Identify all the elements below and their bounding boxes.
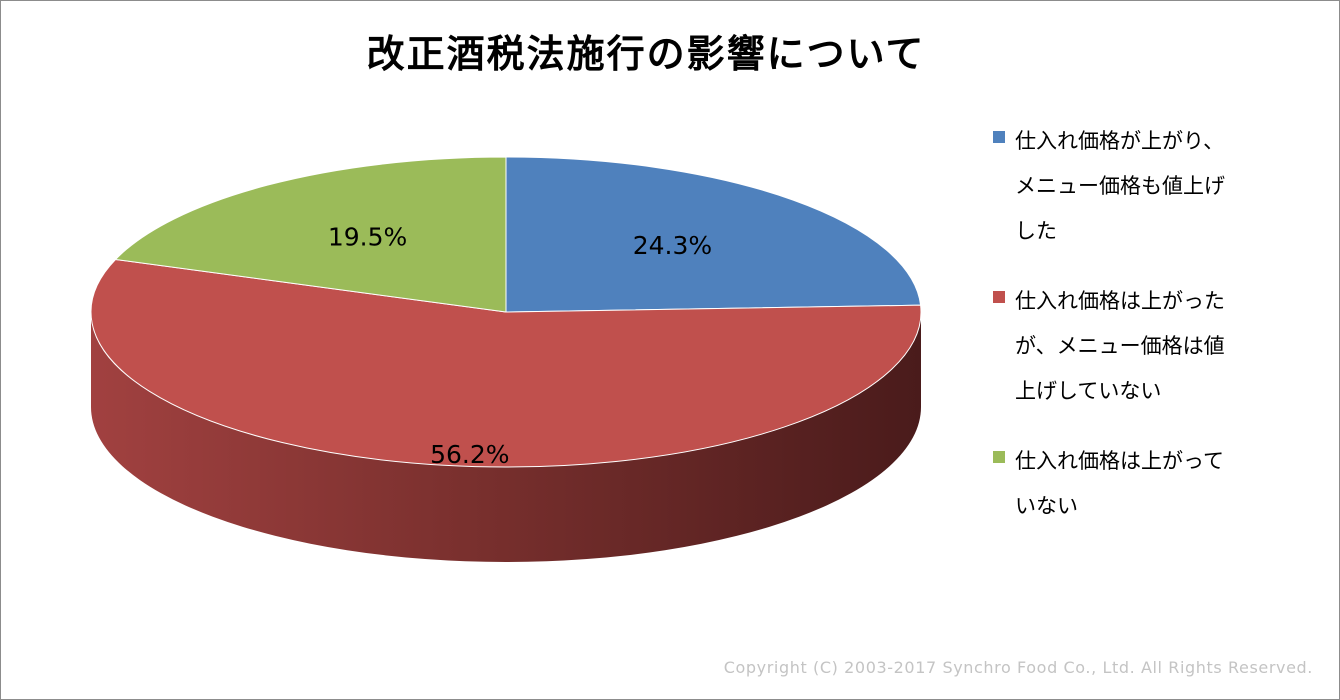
pie-slice <box>505 156 922 313</box>
pie-data-label: 19.5% <box>328 222 407 251</box>
legend-label: 仕入れ価格は上がって いない <box>1015 449 1224 518</box>
pie-side-layer <box>91 312 921 562</box>
pie-label-layer: 24.3% 56.2% 19.5% <box>328 222 712 468</box>
pie-top-layer <box>90 156 922 468</box>
legend: 仕入れ価格が上がり、 メニュー価格も値上げ した 仕入れ価格は上がった が、メニ… <box>993 119 1293 554</box>
legend-item: 仕入れ価格は上がって いない <box>993 439 1293 529</box>
legend-label: 仕入れ価格が上がり、 メニュー価格も値上げ した <box>1015 129 1225 243</box>
pie-slice <box>90 259 922 468</box>
pie-slice-side <box>91 312 921 562</box>
pie-data-label: 56.2% <box>430 440 509 469</box>
pie-slice <box>115 156 507 313</box>
legend-label: 仕入れ価格は上がった が、メニュー価格は値 上げしていない <box>1015 289 1225 403</box>
legend-item: 仕入れ価格は上がった が、メニュー価格は値 上げしていない <box>993 279 1293 414</box>
legend-swatch <box>993 451 1005 463</box>
legend-item: 仕入れ価格が上がり、 メニュー価格も値上げ した <box>993 119 1293 254</box>
legend-swatch <box>993 131 1005 143</box>
copyright-notice: Copyright (C) 2003-2017 Synchro Food Co.… <box>723 658 1313 677</box>
legend-swatch <box>993 291 1005 303</box>
chart-title: 改正酒税法施行の影響について <box>366 32 926 76</box>
pie-data-label: 24.3% <box>633 231 712 260</box>
